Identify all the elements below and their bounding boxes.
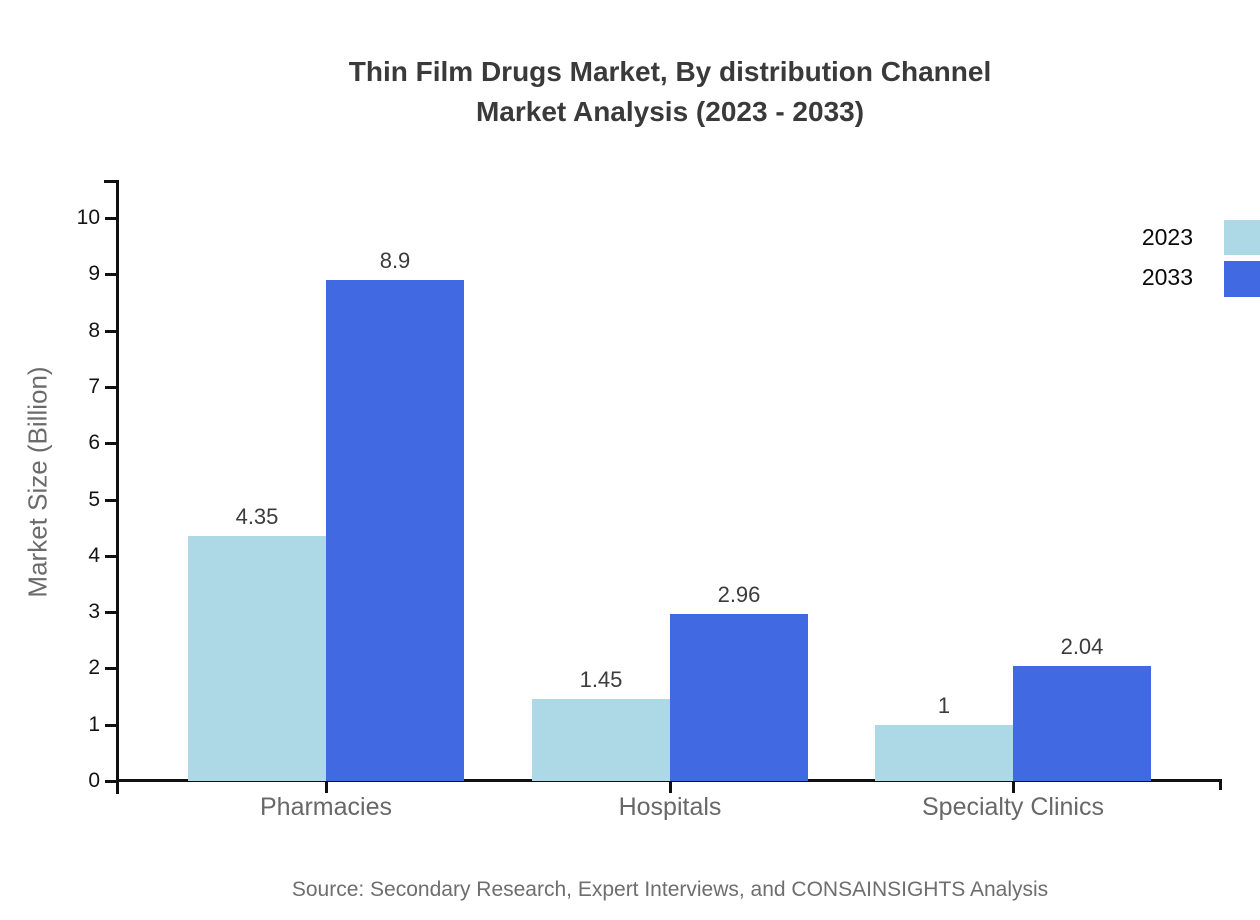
- chart-title-line2: Market Analysis (2023 - 2033): [475, 96, 865, 127]
- y-tick-label: 2: [88, 656, 100, 680]
- bar-2033-specialty-clinics: [1013, 666, 1151, 781]
- x-category-label: Specialty Clinics: [921, 793, 1104, 821]
- bar-2033-hospitals: [670, 614, 808, 781]
- bar-value-label: 2.04: [1060, 634, 1104, 660]
- x-category-label: Hospitals: [618, 793, 722, 821]
- legend-label-2033: 2033: [1141, 264, 1193, 290]
- y-axis-top-cap: [104, 180, 119, 183]
- y-tick-label: 7: [88, 374, 100, 398]
- x-tick: [669, 782, 672, 793]
- bar-value-label: 4.35: [235, 504, 279, 530]
- bar-2023-specialty-clinics: [875, 724, 1013, 781]
- y-tick-label: 6: [88, 431, 100, 455]
- y-tick: [105, 780, 118, 783]
- y-tick-label: 8: [88, 318, 100, 342]
- x-tick: [1012, 782, 1015, 793]
- legend-swatch-2023: [1224, 220, 1260, 255]
- bar-2023-hospitals: [532, 699, 670, 781]
- y-tick: [105, 442, 118, 446]
- y-tick: [105, 554, 118, 558]
- y-tick: [105, 329, 118, 333]
- bar-value-label: 1.45: [579, 667, 623, 693]
- y-tick-label: 4: [88, 543, 100, 567]
- chart-title-line1: Thin Film Drugs Market, By distribution …: [348, 56, 992, 87]
- y-tick-label: 3: [88, 600, 100, 624]
- y-tick-label: 1: [88, 712, 100, 736]
- x-tick: [325, 782, 328, 793]
- y-tick-label: 9: [88, 262, 100, 286]
- y-tick-label: 5: [88, 487, 100, 511]
- y-axis-line: [116, 180, 119, 794]
- y-tick: [105, 385, 118, 389]
- y-tick: [105, 667, 118, 671]
- legend-label-2023: 2023: [1141, 224, 1193, 250]
- x-category-label: Pharmacies: [260, 793, 392, 821]
- x-axis-right-cap: [1219, 779, 1222, 790]
- y-tick-label: 0: [88, 769, 100, 792]
- chart-title: Thin Film Drugs Market, By distribution …: [40, 52, 1260, 132]
- y-tick: [105, 723, 118, 727]
- source-note: Source: Secondary Research, Expert Inter…: [291, 878, 1049, 901]
- y-tick: [105, 611, 118, 615]
- bar-value-label: 8.9: [379, 247, 411, 273]
- y-tick-label: 10: [76, 206, 100, 229]
- bar-2023-pharmacies: [188, 536, 326, 781]
- bar-2033-pharmacies: [326, 279, 464, 781]
- bar-value-label: 1: [937, 692, 951, 718]
- bar-value-label: 2.96: [717, 582, 761, 608]
- legend-swatch-2033: [1224, 261, 1260, 297]
- y-tick: [105, 273, 118, 277]
- y-tick: [105, 498, 118, 502]
- y-tick: [105, 217, 118, 220]
